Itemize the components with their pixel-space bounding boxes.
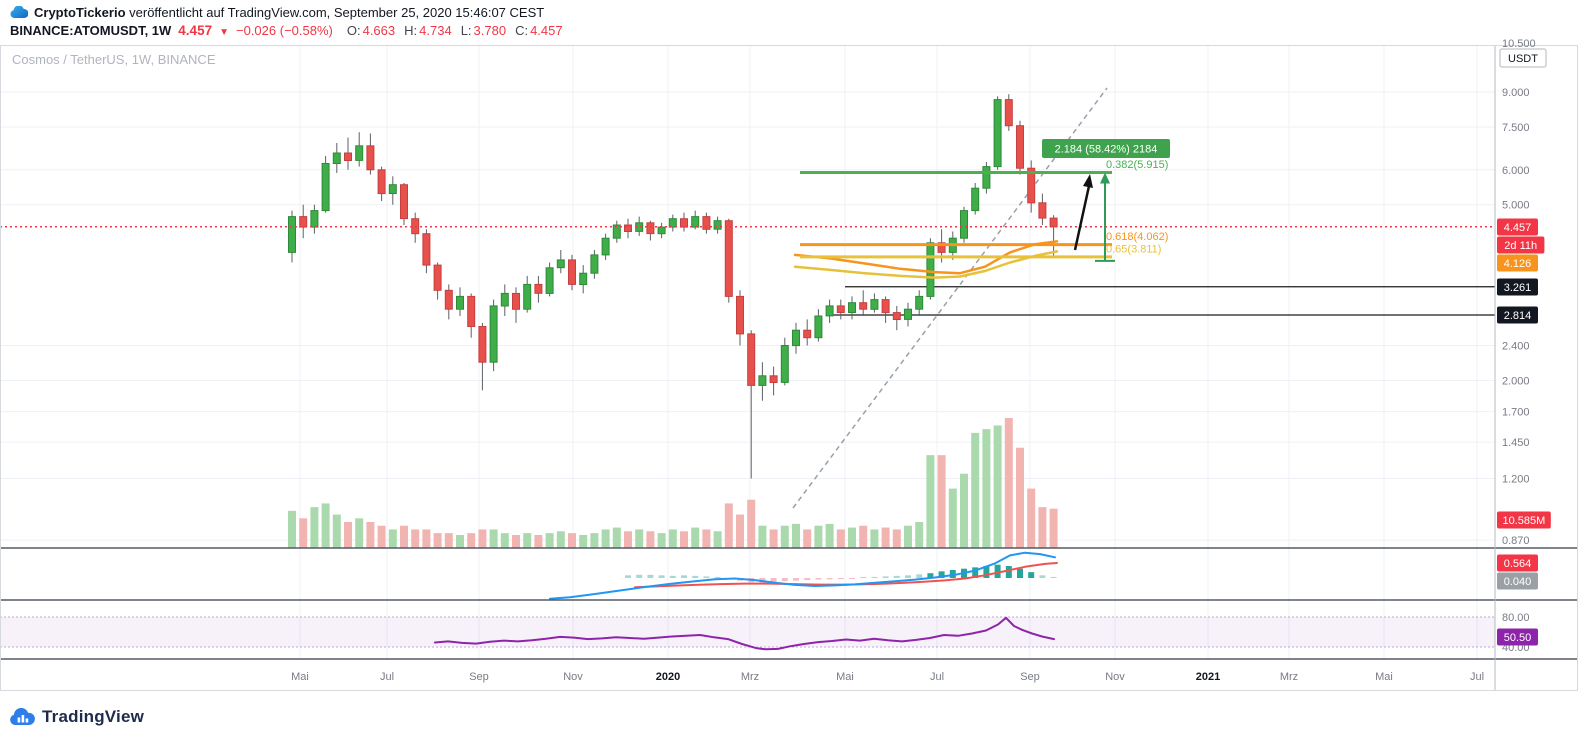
breakout-arrow bbox=[1073, 174, 1093, 251]
svg-text:2.184 (58.42%) 2184: 2.184 (58.42%) 2184 bbox=[1055, 144, 1158, 156]
svg-text:5.000: 5.000 bbox=[1502, 200, 1530, 212]
svg-text:Cosmos / TetherUS, 1W, BINANCE: Cosmos / TetherUS, 1W, BINANCE bbox=[12, 52, 216, 67]
volume-series bbox=[288, 418, 1058, 548]
svg-text:USDT: USDT bbox=[1508, 53, 1538, 65]
svg-text:0.040: 0.040 bbox=[1504, 576, 1532, 588]
svg-text:Mrz: Mrz bbox=[1280, 671, 1298, 683]
svg-text:9.000: 9.000 bbox=[1502, 87, 1530, 99]
fib-retracement: 0.382(5.915) 0.618(4.062)0.65(3.811) bbox=[800, 159, 1168, 259]
price-down-icon: ▼ bbox=[219, 27, 229, 38]
svg-text:1.700: 1.700 bbox=[1502, 407, 1530, 419]
price-axis[interactable]: 10.500 9.000 7.500 6.000 5.000 2.400 2.000 1.70… bbox=[1497, 38, 1551, 654]
svg-text:Sep: Sep bbox=[469, 671, 489, 683]
publish-info: veröffentlicht auf TradingView.com, Sept… bbox=[129, 5, 545, 20]
rsi-band bbox=[0, 616, 1495, 648]
time-axis[interactable]: Mai Jul Sep Nov 2020 Mrz Mai Jul Sep Nov 2021 Mrz Ma… bbox=[291, 671, 1484, 683]
symbol-bar: BINANCE:ATOMUSDT, 1W 4.457 ▼ −0.026 (−0.… bbox=[10, 23, 563, 38]
svg-text:3.261: 3.261 bbox=[1504, 282, 1532, 294]
svg-text:Mai: Mai bbox=[291, 671, 309, 683]
svg-text:2.400: 2.400 bbox=[1502, 341, 1530, 353]
svg-text:1.200: 1.200 bbox=[1502, 474, 1530, 486]
horizontal-levels bbox=[828, 286, 1495, 316]
grid-lines bbox=[0, 46, 1495, 659]
symbol-title: BINANCE:ATOMUSDT, 1W bbox=[10, 23, 172, 38]
publisher-logo-icon bbox=[10, 6, 28, 19]
svg-text:Jul: Jul bbox=[1470, 671, 1484, 683]
svg-text:0.618(4.062): 0.618(4.062) bbox=[1106, 231, 1168, 243]
last-price: 4.457 bbox=[178, 23, 213, 38]
trendline bbox=[792, 87, 1108, 509]
chart-watermark: Cosmos / TetherUS, 1W, BINANCE bbox=[12, 52, 216, 67]
macd-panel bbox=[549, 551, 1058, 600]
ohlc-values: O: 4.663 H: 4.734 L: 3.780 C: 4.457 bbox=[346, 23, 563, 38]
svg-text:1.450: 1.450 bbox=[1502, 437, 1530, 449]
svg-text:Sep: Sep bbox=[1020, 671, 1040, 683]
publisher-name: CryptoTickerio bbox=[34, 5, 126, 20]
svg-text:Nov: Nov bbox=[1105, 671, 1125, 683]
svg-text:Mai: Mai bbox=[1375, 671, 1393, 683]
svg-text:10.500: 10.500 bbox=[1502, 38, 1536, 50]
price-change: −0.026 (−0.58%) bbox=[236, 23, 333, 38]
svg-text:Mai: Mai bbox=[836, 671, 854, 683]
svg-text:0.564: 0.564 bbox=[1504, 558, 1532, 570]
svg-text:Jul: Jul bbox=[930, 671, 944, 683]
svg-text:Mrz: Mrz bbox=[741, 671, 759, 683]
svg-text:2d 11h: 2d 11h bbox=[1504, 240, 1537, 252]
svg-text:Nov: Nov bbox=[563, 671, 583, 683]
ma-lines bbox=[793, 240, 1059, 279]
svg-text:80.00: 80.00 bbox=[1502, 612, 1530, 624]
svg-text:6.000: 6.000 bbox=[1502, 165, 1530, 177]
svg-text:10.585M: 10.585M bbox=[1502, 515, 1545, 527]
candlestick-series bbox=[288, 94, 1058, 479]
svg-text:7.500: 7.500 bbox=[1502, 122, 1530, 134]
svg-text:2021: 2021 bbox=[1196, 671, 1220, 683]
svg-text:0.870: 0.870 bbox=[1502, 535, 1530, 547]
attribution-header: CryptoTickerio veröffentlicht auf Tradin… bbox=[10, 5, 544, 20]
panel-dividers bbox=[0, 45, 1578, 691]
tradingview-logo-icon bbox=[9, 707, 36, 727]
svg-text:Jul: Jul bbox=[380, 671, 394, 683]
svg-text:4.457: 4.457 bbox=[1504, 222, 1532, 234]
tradingview-wordmark: TradingView bbox=[42, 707, 145, 726]
svg-text:2.814: 2.814 bbox=[1504, 310, 1532, 322]
svg-text:0.65(3.811): 0.65(3.811) bbox=[1106, 243, 1161, 255]
svg-text:2.000: 2.000 bbox=[1502, 376, 1530, 388]
svg-text:0.382(5.915): 0.382(5.915) bbox=[1106, 159, 1168, 171]
rsi-line bbox=[434, 616, 1055, 651]
svg-text:50.50: 50.50 bbox=[1504, 632, 1532, 644]
svg-text:2020: 2020 bbox=[656, 671, 680, 683]
tradingview-footer: TradingView bbox=[9, 707, 144, 727]
measure-tool: 2.184 (58.42%) 2184 bbox=[1042, 139, 1170, 262]
svg-text:4.126: 4.126 bbox=[1504, 258, 1532, 270]
